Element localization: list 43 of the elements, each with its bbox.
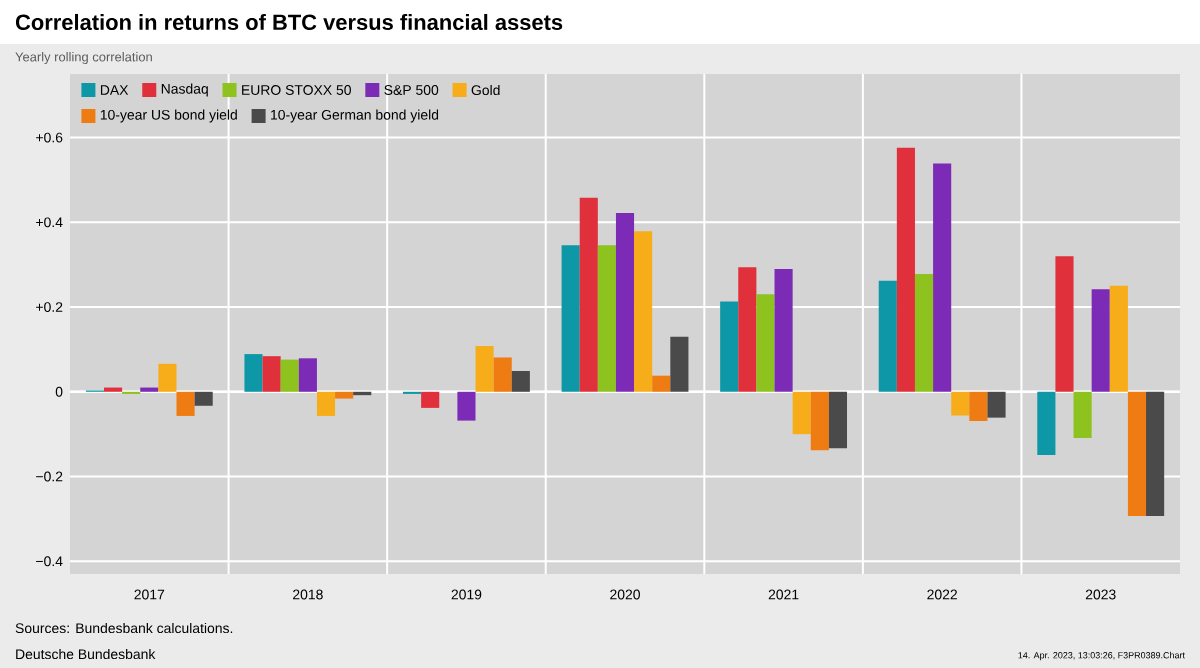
bar [1109, 285, 1128, 392]
bar [756, 294, 775, 392]
bar [987, 391, 1006, 418]
bar [738, 267, 757, 392]
bar [1127, 391, 1147, 516]
bar [914, 273, 934, 392]
bar [194, 391, 213, 406]
bar [421, 391, 440, 408]
bar [493, 357, 512, 392]
bar [1037, 391, 1056, 455]
bar [652, 375, 671, 392]
bar [1055, 256, 1074, 392]
bar [579, 197, 598, 392]
bar [810, 391, 829, 451]
bar [176, 391, 195, 416]
chart-title: Correlation in returns of BTC versus financial assets [15, 13, 563, 31]
bar [298, 358, 317, 392]
bar [896, 147, 915, 392]
bar [158, 363, 177, 392]
bar [511, 371, 530, 392]
bar [1091, 289, 1110, 392]
bar [316, 391, 336, 416]
bar [878, 280, 897, 392]
bar [774, 268, 793, 392]
bar [933, 163, 952, 392]
bar [720, 301, 739, 392]
bar [792, 391, 811, 435]
bar [951, 391, 970, 416]
bar [475, 346, 494, 392]
bar [561, 245, 580, 392]
bar [262, 356, 281, 392]
bar [1073, 391, 1092, 438]
bar [244, 354, 263, 392]
bar [634, 231, 653, 392]
bar [828, 391, 848, 449]
bar [335, 391, 354, 399]
bar [457, 391, 476, 421]
bar [969, 391, 988, 422]
bar [597, 245, 616, 392]
bar [615, 212, 635, 392]
bar [670, 336, 689, 392]
bar [1146, 391, 1165, 516]
bar [280, 359, 299, 392]
